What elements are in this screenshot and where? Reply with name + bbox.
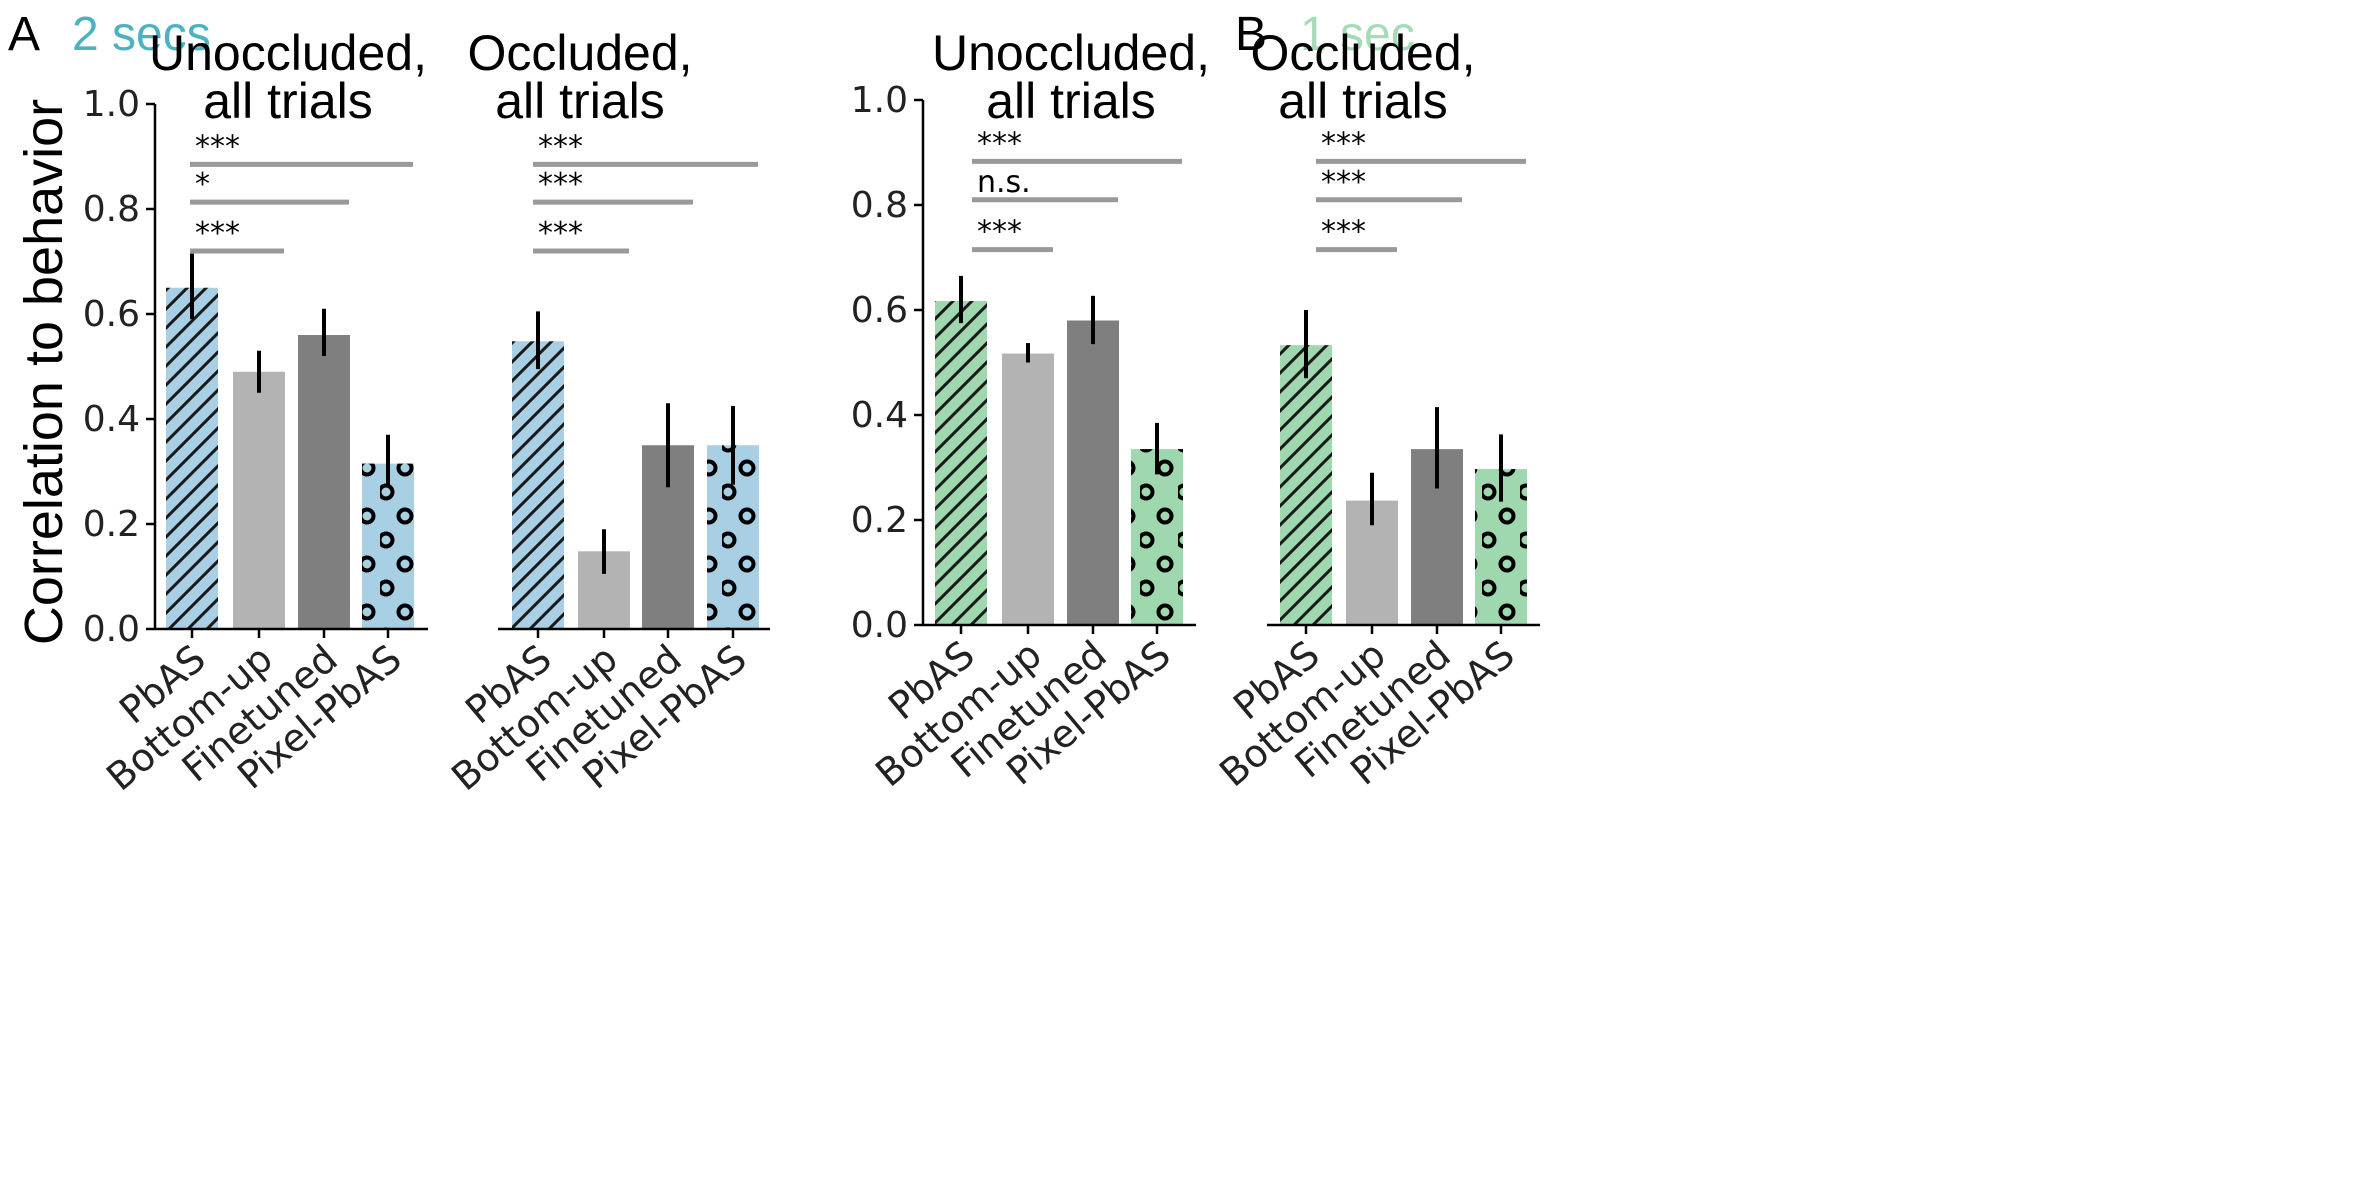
sig-label-0: *** [195,129,240,164]
sig-label-2: *** [977,215,1022,250]
bar-pixel-pbas-pattern [1131,449,1183,625]
y-tick-label: 0.0 [851,605,908,646]
bar-finetuned [1067,320,1119,625]
sig-label-2: *** [538,216,583,251]
subplot-title-line: all trials [203,73,372,129]
bar-pbas-pattern [512,341,564,629]
bar-bottom-up [1002,353,1054,625]
subplot-title-line: all trials [495,73,664,129]
bar-bottom-up [233,371,285,629]
bar-pbas-pattern [1280,345,1332,625]
subplot-panel-a-occluded: Occluded, all trials*********PbASBottom-u… [443,25,770,799]
y-tick-label: 0.4 [851,395,908,436]
sig-label-2: *** [1321,215,1366,250]
subplot-title: Occluded, all trials [1250,25,1475,129]
y-tick-label: 0.4 [83,399,140,440]
sig-label-1: *** [1321,165,1366,200]
sig-label-1: n.s. [977,165,1031,200]
y-tick-label: 1.0 [851,80,908,121]
y-tick-label: 0.6 [83,294,140,335]
subplot-title: Unoccluded, all trials [149,25,427,129]
panel-letter-b: B [1235,8,1267,61]
panel-condition-a: 2 secs [72,8,211,61]
panel-letter-a: A [8,8,40,61]
subplot-title-line: Occluded, [467,25,692,81]
bar-pbas-pattern [935,301,987,625]
bar-finetuned [298,335,350,629]
y-tick-label: 0.2 [83,504,140,545]
subplot-panel-b-occluded: Occluded, all trials*********PbASBottom-u… [1211,25,1540,795]
subplot-title: Unoccluded, all trials [932,25,1210,129]
y-tick-label: 0.8 [851,185,908,226]
y-tick-label: 0.2 [851,500,908,541]
subplot-title-line: Unoccluded, [149,25,427,81]
sig-label-1: *** [538,167,583,202]
subplot-panel-a-unoccluded: Unoccluded, all trials*******0.00.20.40.6… [83,25,428,799]
bar-pixel-pbas-pattern [362,463,414,629]
y-axis-label: Correlation to behavior [14,99,74,645]
y-tick-label: 1.0 [83,84,140,125]
subplot-title-line: all trials [1278,73,1447,129]
subplot-title-line: Unoccluded, [932,25,1210,81]
sig-label-1: * [195,167,210,202]
y-tick-label: 0.8 [83,189,140,230]
subplot-title-line: Occluded, [1250,25,1475,81]
sig-label-0: *** [1321,126,1366,161]
subplot-title-line: all trials [986,73,1155,129]
sig-label-0: *** [538,129,583,164]
y-tick-label: 0.0 [83,609,140,650]
bar-pbas-pattern [166,287,218,629]
y-tick-label: 0.6 [851,290,908,331]
panel-condition-b: 1 sec [1300,8,1415,61]
subplot-panel-b-unoccluded: Unoccluded, all trials***n.s.***0.00.20.4… [851,25,1210,795]
subplot-title: Occluded, all trials [467,25,692,129]
sig-label-0: *** [977,126,1022,161]
sig-label-2: *** [195,216,240,251]
